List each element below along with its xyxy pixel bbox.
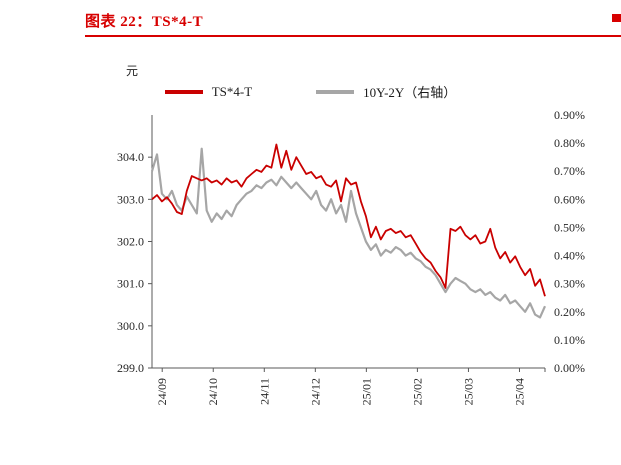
chart-legend: TS*4-T 10Y-2Y（右轴） xyxy=(0,82,621,101)
y-tick-label-right: 0.70% xyxy=(554,164,585,178)
x-tick-label: 25/04 xyxy=(512,378,526,405)
y-tick-label-left: 299.0 xyxy=(117,361,144,375)
y-tick-label-right: 0.00% xyxy=(554,361,585,375)
y-tick-label-left: 300.0 xyxy=(117,319,144,333)
legend-label-ts4t: TS*4-T xyxy=(211,83,253,99)
y-tick-label-left: 302.0 xyxy=(117,235,144,249)
y-tick-label-left: 304.0 xyxy=(117,150,144,164)
x-tick-label: 24/09 xyxy=(155,378,169,405)
x-tick-label: 25/03 xyxy=(461,378,475,405)
y-tick-label-right: 0.80% xyxy=(554,136,585,150)
y-tick-label-right: 0.50% xyxy=(554,220,585,234)
title-underline xyxy=(85,35,621,37)
legend-item-10y2y: 10Y-2Y（右轴） xyxy=(316,82,456,101)
x-tick-label: 25/01 xyxy=(359,378,373,405)
y-tick-label-right: 0.60% xyxy=(554,192,585,206)
y-tick-label-right: 0.40% xyxy=(554,249,585,263)
legend-item-ts4t: TS*4-T xyxy=(164,83,253,100)
chart-title: 图表 22：TS*4-T xyxy=(85,14,204,30)
x-tick-label: 24/11 xyxy=(257,378,271,405)
legend-line-red-icon xyxy=(164,89,203,94)
legend-label-10y2y: 10Y-2Y（右轴） xyxy=(363,85,457,100)
x-tick-label: 24/12 xyxy=(308,378,322,405)
y-tick-label-right: 0.30% xyxy=(554,277,585,291)
x-tick-label: 25/02 xyxy=(410,378,424,405)
y-tick-label-right: 0.90% xyxy=(554,108,585,122)
series-line-ts4t xyxy=(151,143,546,297)
header-accent-mark xyxy=(612,14,621,22)
y-tick-label-right: 0.20% xyxy=(554,305,585,319)
y-tick-label-left: 303.0 xyxy=(117,192,144,206)
series-line-10y-2y xyxy=(150,147,547,319)
y-tick-label-left: 301.0 xyxy=(117,277,144,291)
left-axis-unit-label: 元 xyxy=(126,64,139,78)
x-tick-label: 24/10 xyxy=(206,378,220,405)
y-tick-label-right: 0.10% xyxy=(554,333,585,347)
legend-line-gray-icon xyxy=(316,89,355,94)
